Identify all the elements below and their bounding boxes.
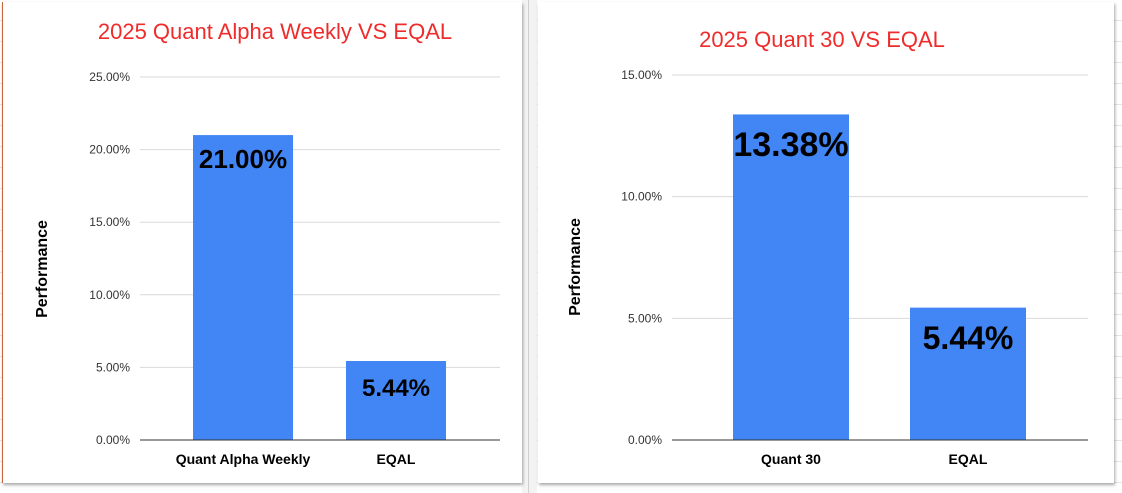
bar-eqal [346,361,446,440]
chart-panel-quant-alpha-weekly[interactable]: 2025 Quant Alpha Weekly VS EQAL 0.00% 5.00… [2,2,522,483]
data-label: 13.38% [733,126,848,164]
y-tick-label: 15.00% [621,68,662,82]
y-tick-label: 10.00% [89,288,130,302]
y-tick-label: 20.00% [89,143,130,157]
y-tick-label: 0.00% [96,433,130,447]
y-tick-label: 10.00% [621,190,662,204]
data-label: 21.00% [199,144,287,174]
y-tick-label: 25.00% [89,70,130,84]
bar-quant-alpha-weekly [193,135,293,440]
data-label: 5.44% [923,320,1014,356]
y-tick-label: 5.00% [96,360,130,374]
column-separator [522,0,537,493]
data-label: 5.44% [362,375,430,402]
x-tick-label: Quant 30 [761,451,821,467]
y-axis-label: Performance [567,218,584,316]
y-tick-label: 15.00% [89,215,130,229]
chart-title: 2025 Quant Alpha Weekly VS EQAL [98,19,452,44]
y-tick-label: 5.00% [628,311,662,325]
bar-quant-30 [733,114,849,441]
column-divider-line [528,0,529,493]
x-tick-label: EQAL [377,451,416,467]
chart-quant-30-vs-eqal: 2025 Quant 30 VS EQAL 0.00% 5.00% 10.00% 15.… [567,27,1088,467]
y-axis-label: Performance [34,220,51,318]
y-tick-label: 0.00% [628,433,662,447]
chart-title: 2025 Quant 30 VS EQAL [699,27,945,52]
x-tick-label: EQAL [949,451,988,467]
x-tick-label: Quant Alpha Weekly [176,451,311,467]
bar-eqal [910,307,1026,440]
chart-quant-alpha-weekly-vs-eqal: 2025 Quant Alpha Weekly VS EQAL 0.00% 5.00… [34,19,500,467]
chart-panel-quant-30[interactable]: 2025 Quant 30 VS EQAL 0.00% 5.00% 10.00% 15.… [538,2,1114,483]
